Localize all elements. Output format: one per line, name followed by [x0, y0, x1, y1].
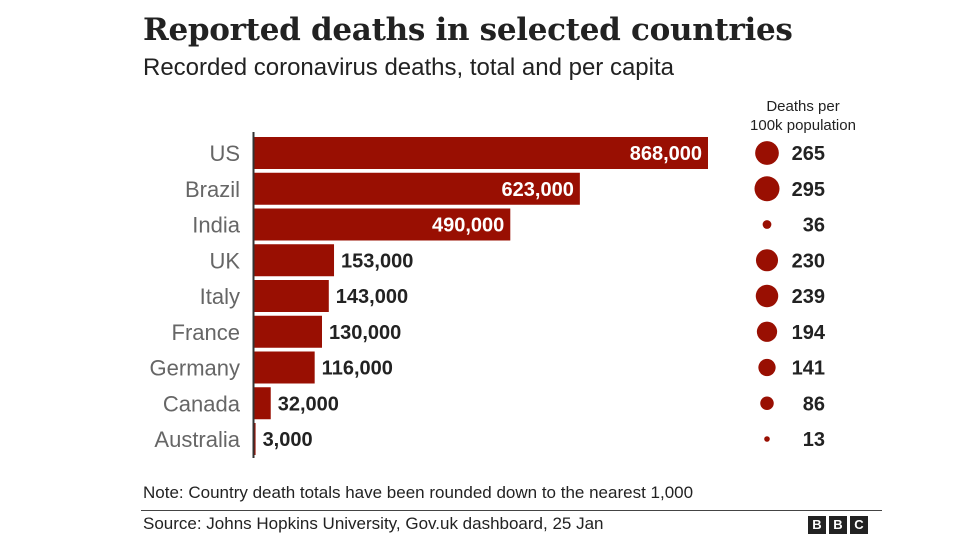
bar	[254, 351, 315, 384]
bar	[254, 137, 708, 169]
per-capita-value: 239	[792, 286, 825, 308]
bar-chart: Deaths per 100k population US 868,000 265 B…	[150, 98, 856, 458]
bar	[254, 315, 322, 348]
bar-value-label: 130,000	[329, 322, 401, 344]
bar-value-label: 3,000	[263, 429, 313, 451]
per-capita-value: 295	[792, 179, 825, 201]
country-label: US	[209, 141, 240, 166]
bar-value-label: 868,000	[630, 143, 702, 165]
country-label: India	[192, 213, 240, 238]
country-label: France	[172, 320, 240, 345]
bar	[254, 423, 256, 455]
logo-letter: B	[808, 516, 826, 534]
bar	[254, 387, 271, 420]
per-capita-value: 86	[803, 393, 825, 415]
per-capita-value: 36	[803, 215, 825, 237]
chart-title: Reported deaths in selected countries	[143, 12, 793, 48]
per-capita-dot	[760, 396, 774, 410]
bar-value-label: 153,000	[341, 250, 413, 272]
chart-subtitle: Recorded coronavirus deaths, total and p…	[143, 54, 674, 81]
source-text: Source: Johns Hopkins University, Gov.uk…	[143, 514, 604, 533]
bar	[254, 244, 335, 277]
per-capita-dot	[762, 220, 772, 229]
country-label: UK	[209, 248, 240, 273]
per-capita-value: 141	[792, 358, 825, 380]
per-capita-dot	[755, 249, 779, 272]
per-capita-dot	[755, 141, 779, 165]
bar-value-label: 490,000	[432, 215, 504, 237]
per-capita-value: 265	[792, 143, 825, 165]
bar-value-label: 32,000	[278, 393, 339, 415]
per-capita-value: 194	[792, 322, 826, 344]
bar	[254, 172, 580, 205]
logo-letter: B	[829, 516, 847, 534]
country-label: Italy	[200, 284, 240, 309]
bar	[254, 208, 511, 241]
footer-divider	[141, 510, 882, 511]
footnote: Note: Country death totals have been rou…	[143, 483, 694, 502]
country-label: Brazil	[185, 177, 240, 202]
per-capita-value: 13	[803, 429, 825, 451]
per-capita-dot	[755, 284, 779, 308]
per-capita-header-line1: Deaths per	[766, 98, 839, 115]
logo-letter: C	[850, 516, 868, 534]
per-capita-dot	[756, 321, 778, 342]
per-capita-group	[754, 141, 780, 442]
country-label: Canada	[163, 391, 241, 416]
bar-value-label: 623,000	[502, 179, 574, 201]
bbc-logo: B B C	[808, 516, 868, 534]
bar	[254, 280, 329, 312]
country-label: Australia	[154, 427, 240, 452]
per-capita-dot	[758, 358, 776, 377]
labels-group: US 868,000 265 Brazil 623,000 295 India 490,000…	[150, 141, 826, 452]
per-capita-dot	[764, 436, 770, 442]
per-capita-header-line2: 100k population	[750, 117, 856, 134]
bar-value-label: 116,000	[322, 358, 393, 380]
per-capita-value: 230	[792, 250, 825, 272]
country-label: Germany	[150, 356, 240, 381]
per-capita-dot	[754, 176, 780, 202]
bar-value-label: 143,000	[336, 286, 408, 308]
bars-group	[254, 137, 708, 455]
